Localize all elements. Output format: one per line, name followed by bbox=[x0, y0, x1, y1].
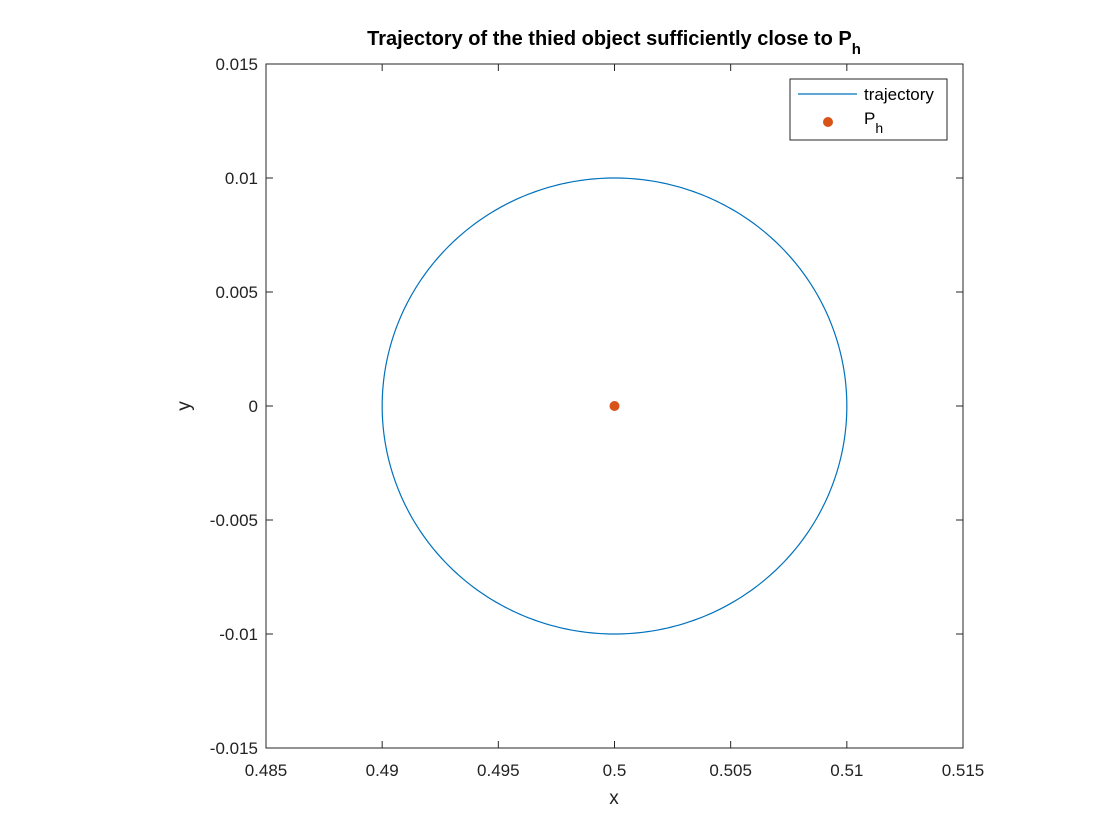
x-axis-ticks: 0.485 0.49 0.495 0.5 0.505 0.51 0.515 bbox=[245, 64, 985, 780]
trajectory-line bbox=[381, 177, 848, 635]
legend: trajectory Ph bbox=[789, 78, 948, 141]
legend-box bbox=[789, 78, 948, 141]
y-tick-label: 0.005 bbox=[215, 283, 258, 302]
x-axis-label: x bbox=[609, 788, 619, 809]
x-tick-label: 0.495 bbox=[477, 761, 520, 780]
y-tick-label: -0.015 bbox=[210, 739, 258, 758]
x-tick-label: 0.485 bbox=[245, 761, 288, 780]
legend-ph-label-subscript: h bbox=[875, 120, 883, 136]
ph-point bbox=[609, 401, 620, 411]
x-tick-label: 0.5 bbox=[603, 761, 627, 780]
y-axis-label: y bbox=[174, 401, 195, 411]
legend-ph-label: Ph bbox=[864, 109, 883, 136]
legend-trajectory-label: trajectory bbox=[864, 85, 934, 104]
x-tick-label: 0.51 bbox=[830, 761, 863, 780]
y-tick-label: 0.01 bbox=[225, 169, 258, 188]
y-tick-label: -0.005 bbox=[210, 511, 258, 530]
x-tick-label: 0.505 bbox=[709, 761, 752, 780]
series-layer bbox=[381, 177, 848, 635]
y-tick-label: 0 bbox=[249, 397, 258, 416]
x-tick-label: 0.49 bbox=[366, 761, 399, 780]
y-tick-label: -0.01 bbox=[219, 625, 258, 644]
chart-title-text: Trajectory of the thied object sufficien… bbox=[367, 28, 852, 50]
y-axis-ticks: -0.015 -0.01 -0.005 0 0.005 0.01 0.015 bbox=[210, 55, 963, 758]
plot-area: 0.485 0.49 0.495 0.5 0.505 0.51 0.515 -0.015-0… bbox=[210, 55, 984, 780]
chart-title: Trajectory of the thied object sufficien… bbox=[367, 28, 861, 58]
chart-title-subscript: h bbox=[852, 41, 861, 58]
legend-ph-swatch bbox=[823, 117, 833, 127]
legend-ph-label-text: P bbox=[864, 109, 875, 128]
y-tick-label: 0.015 bbox=[215, 55, 258, 74]
x-tick-label: 0.515 bbox=[942, 761, 985, 780]
